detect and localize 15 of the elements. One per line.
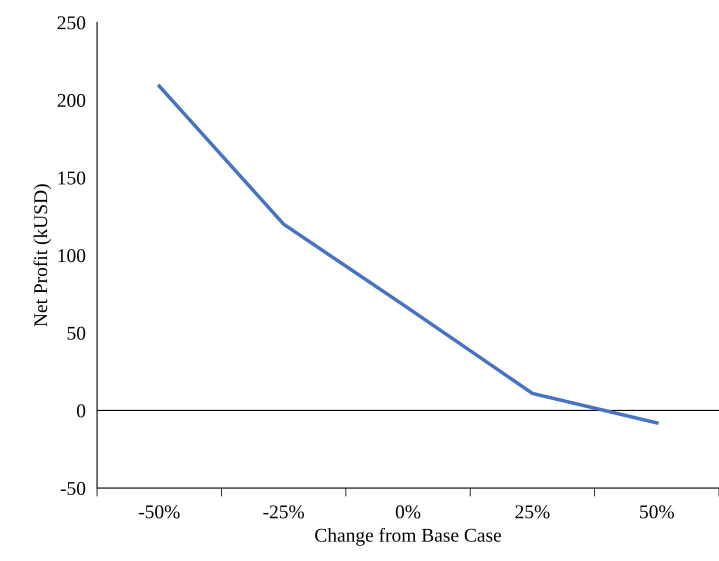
x-tick-label: -25%: [263, 505, 304, 518]
y-tick-label: 0: [76, 404, 86, 418]
x-axis-title: Change from Base Case: [315, 528, 502, 546]
x-tick-label: 0%: [396, 505, 420, 518]
y-tick-label: -50: [60, 482, 86, 496]
y-tick-label: 150: [58, 171, 86, 185]
x-tick-label: 50%: [640, 505, 674, 518]
y-tick-label: 250: [58, 16, 86, 30]
y-tick-label: 50: [68, 326, 86, 340]
y-axis-title: Net Profit (kUSD): [33, 184, 52, 327]
y-tick-label: 100: [58, 249, 86, 262]
x-tick-label: -50%: [138, 505, 180, 518]
x-tick-label: 25%: [515, 505, 550, 518]
line-series: [158, 84, 659, 425]
y-tick-label: 200: [58, 94, 86, 107]
